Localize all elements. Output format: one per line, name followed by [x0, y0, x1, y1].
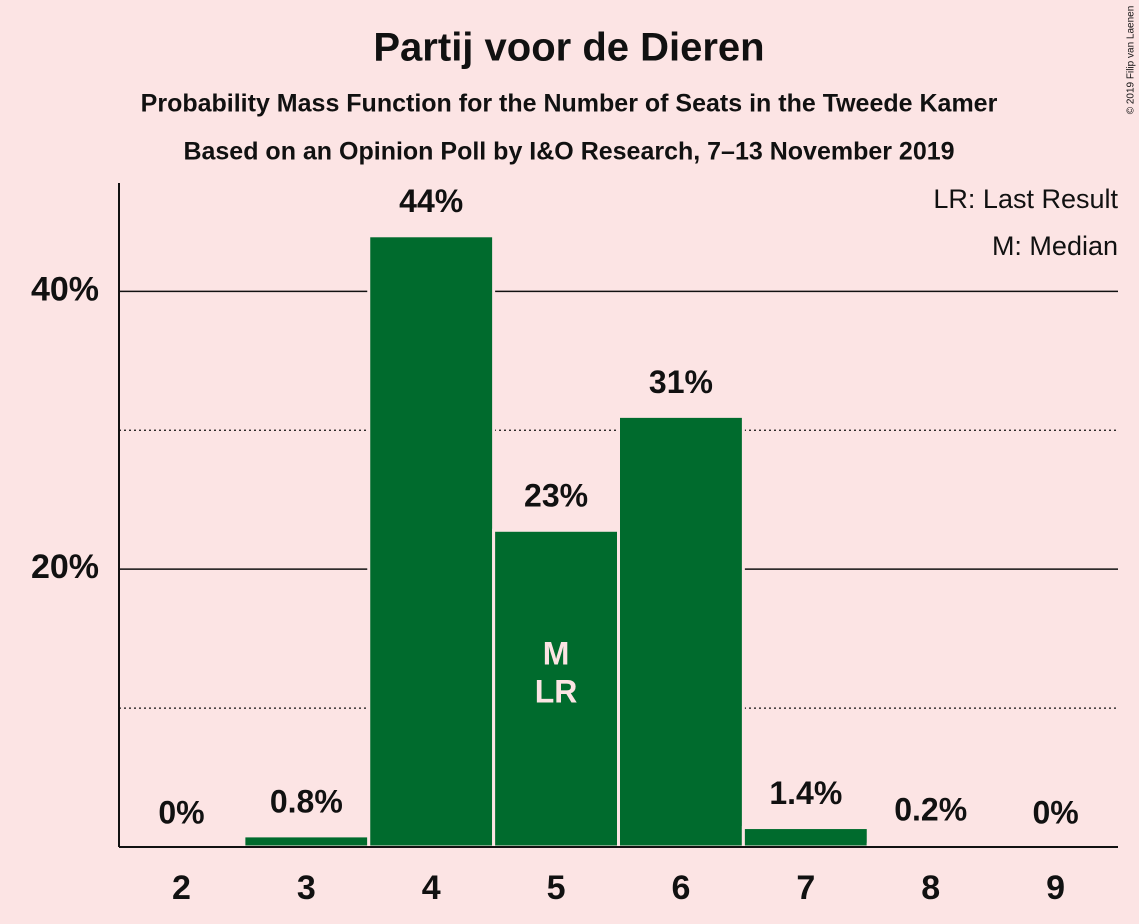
x-tick-label: 9: [1046, 869, 1065, 907]
value-label: 44%: [399, 183, 463, 219]
bar: [242, 834, 371, 849]
legend-entry: LR: Last Result: [933, 184, 1118, 214]
annotation: LR: [535, 673, 578, 709]
y-tick-label: 40%: [31, 270, 99, 308]
x-tick-label: 7: [796, 869, 815, 907]
x-tick-label: 8: [921, 869, 940, 907]
bar: [617, 414, 745, 849]
chart-subtitle: Based on an Opinion Poll by I&O Research…: [183, 138, 954, 166]
value-label: 1.4%: [769, 775, 842, 811]
value-label: 0.2%: [894, 792, 967, 828]
value-label: 31%: [649, 364, 713, 400]
x-tick-label: 4: [422, 869, 441, 907]
bar: [492, 528, 620, 849]
y-tick-label: 20%: [31, 548, 99, 586]
annotation: M: [543, 635, 570, 671]
value-label: 0%: [1032, 794, 1078, 830]
chart-subtitle: Probability Mass Function for the Number…: [141, 90, 998, 118]
value-label: 23%: [524, 478, 588, 514]
bar: [367, 234, 496, 849]
x-tick-label: 3: [297, 869, 316, 907]
x-tick-label: 5: [547, 869, 566, 907]
value-label: 0%: [158, 794, 204, 830]
chart-title: Partij voor de Dieren: [373, 26, 764, 70]
bar: [741, 826, 870, 849]
x-tick-label: 6: [671, 869, 690, 907]
credit: © 2019 Filip van Laenen: [1126, 6, 1137, 115]
legend-entry: M: Median: [992, 231, 1118, 261]
value-label: 0.8%: [270, 783, 343, 819]
x-tick-label: 2: [172, 869, 191, 907]
